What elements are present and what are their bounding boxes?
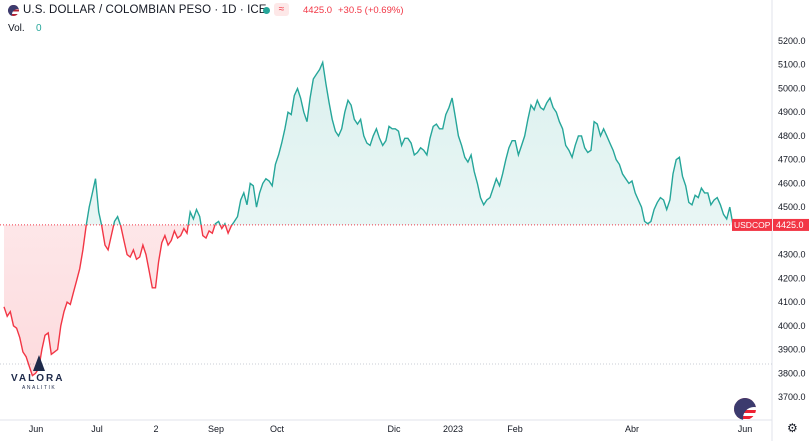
chart-legend: U.S. DOLLAR / COLOMBIAN PESO · 1D · ICE … xyxy=(0,0,772,40)
logo-mark xyxy=(33,355,45,371)
x-tick-label: Jul xyxy=(91,424,103,434)
currency-flag-button[interactable] xyxy=(734,398,756,420)
gear-icon[interactable]: ⚙ xyxy=(787,421,798,435)
y-tick-label: 3800.0 xyxy=(778,368,806,378)
logo-wordmark: VALORA xyxy=(11,373,65,384)
y-tick-label: 4300.0 xyxy=(778,250,806,260)
valora-logo: VALORA ANALITIK xyxy=(8,355,78,395)
y-tick-label: 5100.0 xyxy=(778,60,806,70)
x-tick-label: Sep xyxy=(208,424,224,434)
price-label-bg xyxy=(773,218,809,231)
y-tick-label: 4200.0 xyxy=(778,273,806,283)
x-tick-label: Dic xyxy=(388,424,401,434)
price-label-value: 4425.0 xyxy=(776,220,804,230)
x-tick-label: Abr xyxy=(625,424,639,434)
area-below-baseline xyxy=(4,224,232,376)
current-price-label: USDCOP 4425.0 xyxy=(732,218,809,231)
volume-label: Vol. xyxy=(8,23,25,34)
logo-subtitle: ANALITIK xyxy=(22,385,57,391)
y-tick-label: 3700.0 xyxy=(778,392,806,402)
market-status-icon[interactable] xyxy=(263,7,270,14)
us-flag-icon xyxy=(8,5,19,16)
area-above-baseline xyxy=(4,62,733,225)
price-line-down xyxy=(3,224,733,377)
y-tick-label: 4600.0 xyxy=(778,178,806,188)
x-tick-label: 2 xyxy=(153,424,158,434)
wave-icon[interactable]: ≈ xyxy=(274,3,289,16)
x-tick-label: Jun xyxy=(738,424,753,434)
volume-value: 0 xyxy=(36,23,42,34)
y-tick-label: 4000.0 xyxy=(778,321,806,331)
x-tick-label: 2023 xyxy=(443,424,463,434)
symbol-title[interactable]: U.S. DOLLAR / COLOMBIAN PESO · 1D · ICE xyxy=(23,4,267,16)
symbol-label: USDCOP xyxy=(734,220,771,230)
y-tick-label: 3900.0 xyxy=(778,345,806,355)
y-tick-label: 5000.0 xyxy=(778,83,806,93)
y-tick-label: 4900.0 xyxy=(778,107,806,117)
y-tick-label: 4700.0 xyxy=(778,155,806,165)
y-tick-label: 4100.0 xyxy=(778,297,806,307)
symbol-label-bg xyxy=(732,218,772,231)
y-tick-label: 4800.0 xyxy=(778,131,806,141)
x-tick-label: Oct xyxy=(270,424,285,434)
x-tick-label: Feb xyxy=(507,424,523,434)
y-tick-label: 4500.0 xyxy=(778,202,806,212)
y-tick-label: 5200.0 xyxy=(778,36,806,46)
x-tick-label: Jun xyxy=(29,424,44,434)
last-price: 4425.0 xyxy=(303,5,333,16)
price-line-up xyxy=(85,59,734,225)
price-change: +30.5 (+0.69%) xyxy=(338,5,404,16)
